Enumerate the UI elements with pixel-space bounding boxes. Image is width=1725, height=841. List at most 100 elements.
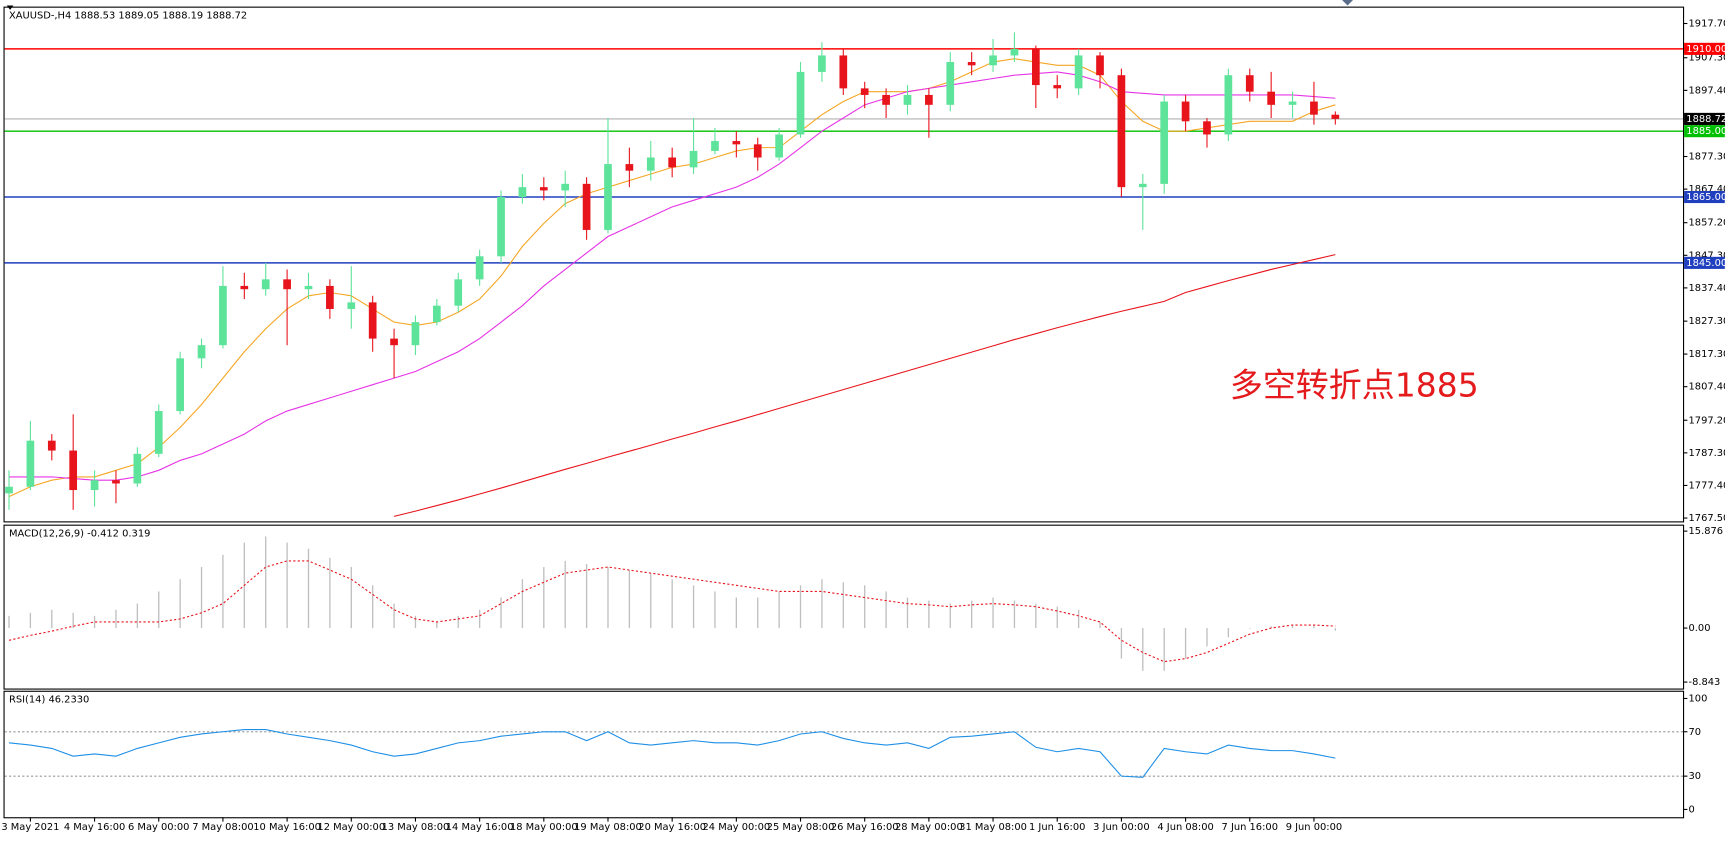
macd-bar	[286, 542, 288, 629]
macd-bar	[607, 567, 609, 629]
macd-bar	[1227, 628, 1230, 638]
macd-bar	[928, 600, 930, 629]
level-label: 1865.00	[1686, 192, 1725, 203]
candle-body	[283, 279, 291, 290]
macd-bar	[1035, 603, 1037, 629]
label-layer: 1917.701907.301897.401887.301877.301867.…	[1, 19, 1725, 834]
macd-bar	[757, 597, 759, 629]
annotation: 多空转折点1885	[1230, 366, 1479, 405]
macd-bar	[1334, 628, 1336, 631]
candle-body	[1288, 101, 1297, 105]
macd-bar	[329, 557, 331, 629]
y-tick-label: 1817.30	[1689, 349, 1725, 360]
y-tick-label: 30	[1689, 771, 1702, 782]
candle-body	[753, 144, 762, 158]
macd-bar	[1313, 625, 1315, 629]
candle-body	[732, 141, 741, 145]
y-tick-label: 1787.30	[1689, 448, 1725, 459]
macd-bar	[414, 615, 417, 629]
candle-body	[112, 480, 120, 484]
y-tick-label: 1777.40	[1689, 480, 1725, 491]
rsi-panel	[3, 690, 1685, 819]
candle-body	[561, 183, 570, 191]
panel-title: MACD(12,26,9) -0.412 0.319	[9, 528, 150, 539]
y-tick-label: 15.876	[1689, 526, 1724, 537]
shift-marker	[1342, 0, 1354, 6]
x-tick-label: 6 May 00:00	[128, 822, 189, 833]
x-tick-label: 1 Jun 16:00	[1029, 822, 1085, 833]
macd-bar	[93, 615, 96, 629]
candle-body	[1138, 183, 1147, 188]
candle-body	[1053, 85, 1062, 89]
candle-body	[304, 285, 313, 290]
candle-body	[946, 62, 955, 105]
macd-bar	[543, 567, 545, 629]
candle-body	[90, 480, 99, 491]
macd-bar	[1163, 628, 1165, 671]
candle-body	[176, 358, 184, 412]
x-tick-label: 25 May 08:00	[767, 822, 835, 833]
candle-body	[368, 302, 377, 339]
rsi-layer: RSI(14) 46.2330	[4, 695, 1688, 810]
candle-body	[261, 279, 270, 290]
candle-body	[796, 71, 805, 135]
macd-bar	[650, 573, 652, 629]
candle-body	[1031, 48, 1040, 86]
candle-body	[133, 453, 142, 484]
macd-bar	[585, 563, 588, 629]
x-tick-label: 4 Jun 08:00	[1157, 822, 1213, 833]
candle-body	[1096, 55, 1104, 76]
candle-body	[1267, 91, 1276, 105]
x-tick-label: 9 Jun 00:00	[1286, 822, 1342, 833]
x-tick-label: 12 May 00:00	[317, 822, 385, 833]
candle-body	[1010, 48, 1019, 56]
candle-body	[1245, 75, 1254, 92]
macd-bar	[158, 591, 160, 629]
macd-bar	[51, 609, 53, 629]
macd-bar	[949, 603, 951, 629]
x-tick-label: 10 May 16:00	[253, 822, 321, 833]
macd-bar	[799, 585, 802, 629]
macd-bar	[521, 579, 524, 629]
macd-bar	[500, 597, 502, 629]
moving-average	[393, 254, 1336, 517]
macd-bar	[778, 591, 780, 629]
macd-bar	[1184, 628, 1187, 659]
candle-body	[775, 134, 783, 158]
candle-body	[240, 285, 249, 290]
macd-bar	[1206, 628, 1208, 647]
y-tick-label: 1807.40	[1689, 382, 1725, 393]
level-label-box	[1684, 42, 1725, 55]
candle-body	[967, 62, 976, 66]
macd-bar	[735, 597, 738, 629]
macd-bar	[885, 591, 887, 629]
y-tick-label: 1867.40	[1689, 184, 1725, 195]
macd-bar	[1056, 606, 1058, 629]
x-tick-label: 26 May 16:00	[831, 822, 899, 833]
macd-bar	[1077, 609, 1080, 629]
candle-body	[582, 183, 591, 230]
macd-bar	[864, 585, 866, 629]
level-label-box	[1684, 190, 1725, 204]
candle-body	[475, 256, 484, 280]
level-label: 1885.00	[1686, 126, 1725, 137]
y-tick-label: 1917.70	[1689, 19, 1725, 30]
candle-body	[69, 450, 78, 491]
macd-bar	[179, 579, 181, 629]
candle-body	[197, 345, 206, 359]
x-tick-label: 3 May 2021	[1, 822, 59, 833]
macd-bar	[393, 603, 395, 629]
macd-bar	[971, 600, 973, 629]
candle-body	[347, 302, 356, 309]
menu-arrow	[6, 5, 14, 10]
candle-body	[47, 440, 56, 451]
x-tick-label: 13 May 08:00	[382, 822, 450, 833]
level-label: 1845.00	[1686, 258, 1725, 269]
macd-bar	[222, 554, 224, 629]
y-tick-label: -8.843	[1689, 677, 1721, 688]
candle-body	[1331, 114, 1340, 119]
x-tick-label: 18 May 00:00	[510, 822, 578, 833]
y-tick-label: 1767.50	[1689, 513, 1725, 524]
macd-bar	[821, 579, 823, 629]
